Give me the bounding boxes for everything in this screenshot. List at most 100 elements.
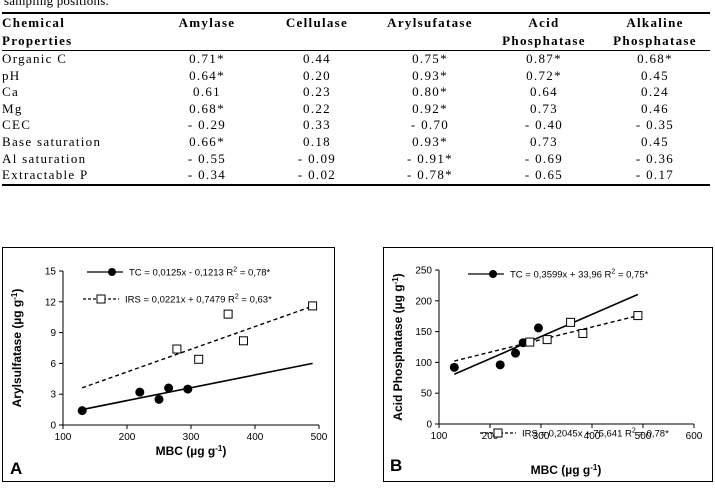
chart-a-y-tick-label: 9: [50, 328, 56, 339]
chart-a-x-tick-label: 500: [311, 432, 328, 443]
chart-a-irs-legend-marker: [96, 294, 106, 304]
chart-a-tc-point: [77, 406, 87, 416]
cell-property: pH: [2, 67, 21, 83]
chart-a-y-axis-label: Arylsulfatase (µg g-1): [10, 289, 24, 408]
chart-a-irs-trendline: [81, 305, 313, 389]
chart-b-panel-label: B: [390, 456, 402, 475]
table-row: Base saturation 0.66* 0.18 0.93* 0.73 0.45: [2, 134, 710, 151]
cell-amylase: 0.64*: [189, 67, 225, 83]
cell-cellulase: - 0.09: [297, 150, 337, 166]
chart-a-irs-point: [194, 354, 204, 364]
cell-cellulase: 0.44: [303, 51, 331, 66]
table-row: Organic C 0.71* 0.44 0.75* 0.87* 0.68*: [2, 51, 710, 68]
chart-a-irs-point: [172, 344, 182, 354]
chart-b-irs-point: [633, 311, 643, 321]
chart-b-tc-point: [511, 348, 520, 358]
header-alkaline-phosphatase: Alkaline: [600, 12, 710, 32]
cell-acid-phosphatase: - 0.69: [524, 150, 564, 166]
chart-a-y-tick-label: 6: [50, 359, 56, 370]
cell-amylase: 0.61: [193, 84, 221, 100]
cell-acid-phosphatase: - 0.65: [488, 167, 600, 186]
chart-a-irs-point: [223, 309, 233, 319]
chart-b-tc-point: [449, 362, 459, 372]
chart-b-x-tick-label: 600: [686, 431, 703, 442]
header-arylsufatase-line2: [372, 32, 488, 51]
chart-b-x-tick-label: 200: [482, 431, 499, 442]
chart-b-y-tick-label: 100: [415, 358, 432, 369]
cell-arylsufatase: - 0.78*: [372, 167, 488, 186]
cell-acid-phosphatase: - 0.40: [524, 117, 564, 133]
cell-arylsufatase: 0.93*: [412, 133, 448, 149]
chart-a-irs-point: [308, 301, 318, 311]
table-row: Extractable P- 0.34- 0.02- 0.78* - 0.65- …: [2, 167, 710, 186]
chart-a-x-axis-label: MBC (µg g-1): [156, 444, 227, 458]
cell-property: Base saturation: [2, 133, 102, 149]
cell-acid-phosphatase: 0.73: [530, 133, 558, 149]
chart-a-y-tick-label: 12: [45, 297, 57, 308]
cell-cellulase: 0.20: [303, 67, 331, 83]
chart-b-irs-legend-equation: IRS = 0,2045x + 75,641 R2 = 0,78*: [522, 428, 669, 440]
chart-b-tc-legend-equation: TC = 0,3599x + 33,96 R2 = 0,75*: [510, 269, 649, 281]
cell-amylase: 0.66*: [189, 133, 225, 149]
cell-amylase: - 0.29: [187, 117, 227, 133]
correlation-table: Chemical Amylase Cellulase Arylsufatase …: [2, 12, 710, 186]
cell-alkaline-phosphatase: - 0.17: [600, 167, 710, 186]
cell-amylase: - 0.55: [187, 150, 227, 166]
cell-arylsufatase: - 0.70: [410, 117, 450, 133]
cell-cellulase: 0.18: [303, 133, 331, 149]
chart-b-tc-point: [495, 360, 505, 370]
chart-b-x-axis-label: MBC (µg g-1): [531, 463, 602, 477]
cell-alkaline-phosphatase: - 0.36: [635, 150, 675, 166]
cell-arylsufatase: - 0.91*: [407, 150, 453, 166]
cell-acid-phosphatase: 0.64: [530, 84, 558, 100]
chart-b-y-tick-label: 50: [421, 389, 433, 400]
cell-acid-phosphatase: 0.73: [530, 100, 558, 116]
chart-b-tc-trendline: [453, 293, 639, 375]
cell-property: Ca: [2, 84, 20, 100]
cell-property: Organic C: [2, 51, 68, 66]
header-chemical-properties: Chemical: [2, 12, 152, 32]
table-header-row: Chemical Amylase Cellulase Arylsufatase …: [2, 12, 710, 32]
chart-b-irs-point: [566, 317, 576, 327]
chart-panel-a: 0 3 6 9 12 15 100 200 300 400 500 MBC (µg g-1) Aryls…: [2, 247, 335, 482]
chart-a-tc-legend-equation: TC = 0,0125x - 0,1213 R2 = 0,78*: [129, 267, 271, 279]
chart-a-y-tick-label: 0: [50, 421, 56, 432]
table-header-row-2: Properties Phosphatase Phosphatase: [2, 32, 710, 51]
table-row: pH 0.64* 0.20 0.93* 0.72* 0.45: [2, 68, 710, 85]
table-row: Mg 0.68* 0.22 0.92* 0.73 0.46: [2, 101, 710, 118]
header-acid-phosphatase: Acid: [488, 12, 600, 32]
header-arylsufatase: Arylsufatase: [372, 12, 488, 32]
chart-a-svg: 0 3 6 9 12 15 100 200 300 400 500 MBC (µg g-1) Aryls…: [10, 267, 328, 479]
chart-a-x-tick-label: 100: [55, 432, 72, 443]
chart-a-tc-point: [135, 387, 145, 397]
chart-a-tc-point: [183, 384, 193, 394]
table-row: Al saturation - 0.55 - 0.09 - 0.91* - 0.69 - …: [2, 151, 710, 168]
cell-alkaline-phosphatase: 0.45: [641, 67, 669, 83]
chart-panel-b: 0 50 100 150 200 250 100 200 300 400 500 600 MBC (µg…: [383, 247, 713, 482]
cell-arylsufatase: 0.75*: [412, 51, 448, 66]
chart-a-tc-point: [154, 394, 164, 404]
chart-b-x-tick-label: 300: [533, 431, 550, 442]
header-acid-phosphatase-line2: Phosphatase: [488, 32, 600, 51]
chart-b-irs-point: [525, 337, 535, 347]
cell-alkaline-phosphatase: 0.45: [641, 133, 669, 149]
header-amylase: Amylase: [152, 12, 262, 32]
chart-a-panel-label: A: [10, 459, 22, 478]
cell-property: Extractable P: [2, 167, 152, 186]
chart-b-irs-point: [578, 328, 588, 338]
header-chemical-properties-line2: Properties: [2, 32, 152, 51]
chart-a-y-tick-label: 15: [45, 267, 57, 278]
chart-b-tc-legend-marker: [489, 270, 497, 278]
cell-cellulase: - 0.02: [262, 167, 372, 186]
chart-b-x-tick-label: 100: [431, 431, 448, 442]
cell-alkaline-phosphatase: 0.46: [641, 100, 669, 116]
chart-b-irs-legend-marker: [493, 428, 503, 438]
cell-amylase: 0.68*: [189, 100, 225, 116]
chart-a-tc-point: [164, 383, 174, 393]
cell-cellulase: 0.23: [303, 84, 331, 100]
chart-b-y-tick-label: 250: [415, 266, 432, 277]
chart-b-irs-point: [542, 335, 552, 345]
cell-property: CEC: [2, 117, 32, 133]
chart-b-svg: 0 50 100 150 200 250 100 200 300 400 500 600 MBC (µg…: [390, 266, 703, 478]
chart-a-tc-legend-marker: [108, 268, 116, 276]
